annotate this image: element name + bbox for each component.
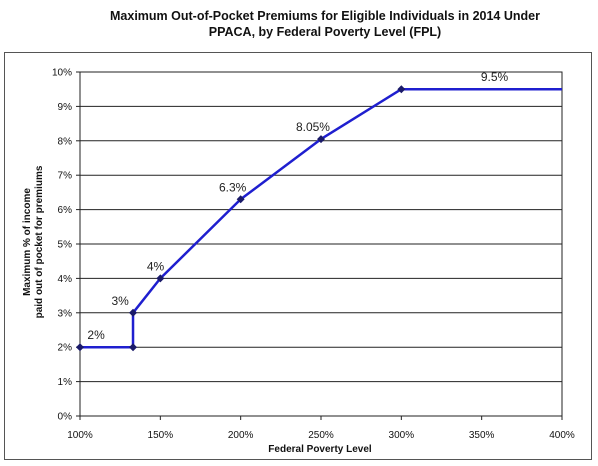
y-tick-label-10: 10% (52, 68, 72, 79)
series-line-0 (80, 87, 562, 349)
data-point-3 (156, 274, 165, 283)
data-label-0: 2% (87, 328, 105, 342)
x-tick-label-6: 400% (549, 430, 575, 441)
data-point-6 (397, 85, 406, 94)
y-tick-label-6: 6% (58, 205, 73, 216)
data-point-5 (317, 135, 325, 144)
x-tick-labels: 100% 150% 200% 250% 300% 350% 400% (67, 430, 575, 441)
data-label-4: 8.05% (296, 120, 330, 134)
x-tick-label-3: 250% (308, 430, 334, 441)
series-group (76, 85, 562, 352)
x-tick-label-2: 200% (228, 430, 254, 441)
y-tick-label-7: 7% (58, 171, 73, 182)
y-tick-label-4: 4% (58, 274, 73, 285)
data-point-4 (236, 195, 245, 204)
data-point-0 (76, 343, 84, 352)
x-axis-label: Federal Poverty Level (268, 444, 372, 455)
y-tick-label-1: 1% (58, 377, 73, 388)
data-label-3: 6.3% (219, 180, 247, 194)
y-tick-labels: 0% 1% 2% 3% 4% 5% 6% 7% 8% 9% 10% (52, 68, 72, 423)
y-tick-label-0: 0% (58, 412, 73, 423)
data-point-2 (129, 308, 138, 317)
x-tick-label-0: 100% (67, 430, 93, 441)
data-labels: 2% 3% 4% 6.3% 8.05% 9.5% (87, 70, 508, 342)
y-tick-label-9: 9% (58, 102, 73, 113)
data-label-2: 4% (147, 259, 165, 273)
y-tick-label-2: 2% (58, 343, 73, 354)
chart-frame (4, 52, 592, 460)
y-tick-label-8: 8% (58, 136, 73, 147)
chart-title-line-2: PPACA, by Federal Poverty Level (FPL) (208, 25, 442, 39)
y-tick-label-5: 5% (58, 240, 73, 251)
data-label-1: 3% (111, 294, 129, 308)
data-label-5: 9.5% (481, 70, 509, 84)
data-point-1 (129, 343, 138, 352)
y-axis-label-line-1: Maximum % of income (22, 188, 33, 296)
y-axis-label-line-2: paid out of pocket for premiums (34, 165, 45, 318)
gridlines (76, 71, 563, 420)
x-tick-label-5: 350% (469, 430, 495, 441)
chart-title-line-1: Maximum Out-of-Pocket Premiums for Eligi… (110, 9, 540, 23)
chart-title: Maximum Out-of-Pocket Premiums for Eligi… (60, 8, 590, 40)
y-tick-label-3: 3% (58, 308, 73, 319)
x-tick-label-4: 300% (389, 430, 415, 441)
x-tick-label-1: 150% (148, 430, 174, 441)
